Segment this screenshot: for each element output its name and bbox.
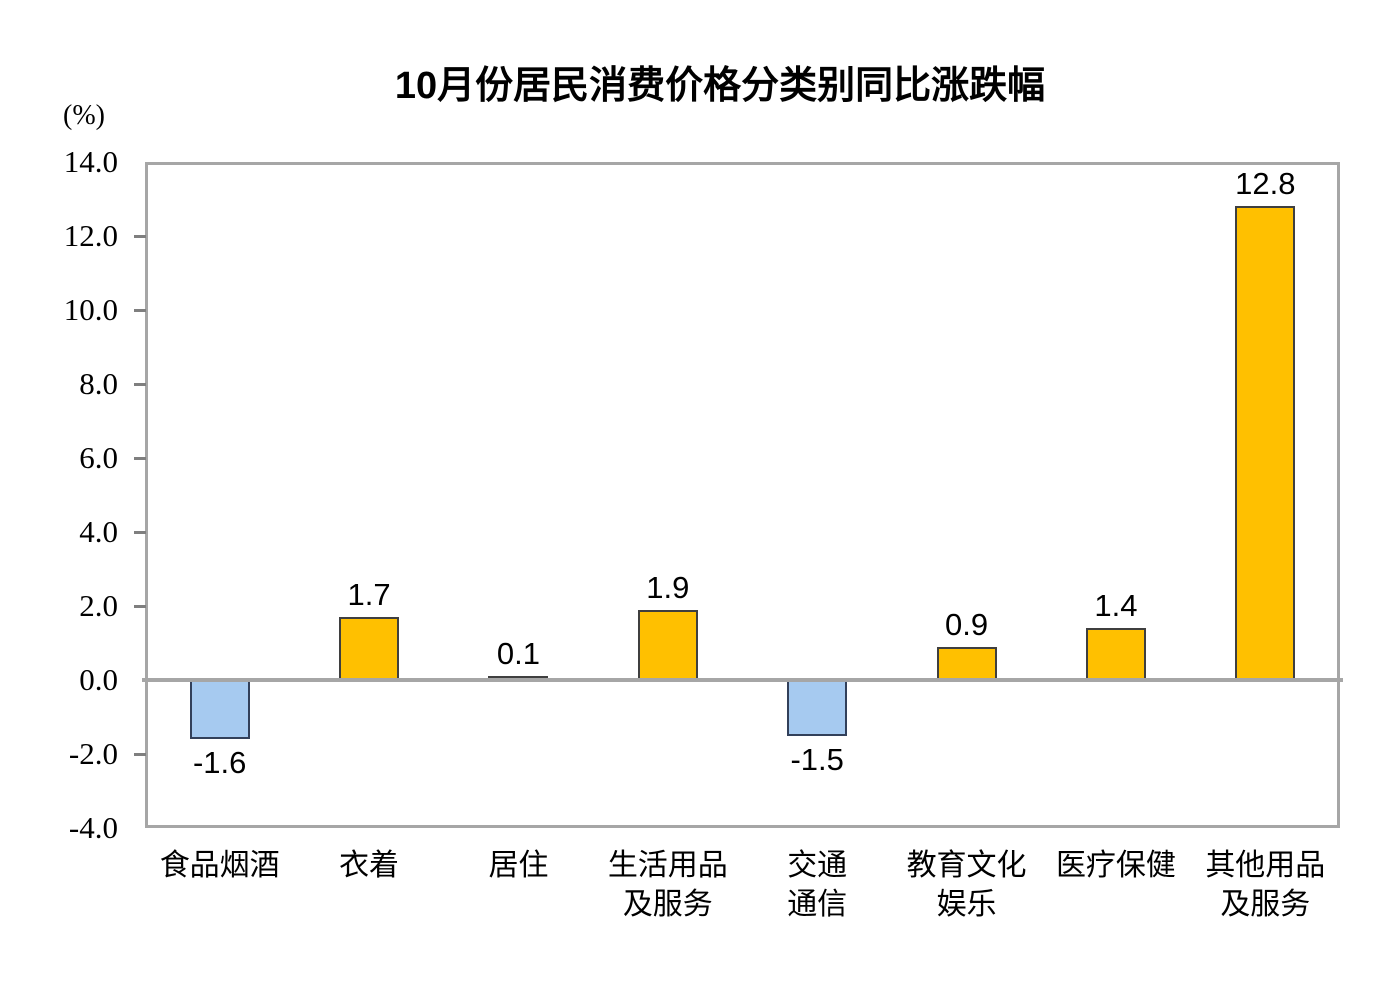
bar-6: [936, 646, 997, 680]
y-axis-tick-mark: [134, 531, 146, 534]
bar-value-label: -1.6: [192, 745, 247, 781]
y-axis-tick-label: 2.0: [79, 588, 118, 623]
y-axis-tick-mark: [134, 383, 146, 386]
bar-value-label: 1.9: [646, 569, 690, 605]
y-axis-tick-label: 6.0: [79, 440, 118, 475]
x-axis-category-label: 医疗保健: [1055, 849, 1176, 882]
bar-5: [787, 680, 848, 736]
y-axis-tick-mark: [134, 753, 146, 756]
bar-value-label: 1.4: [1094, 588, 1138, 624]
y-axis-tick-label: 14.0: [63, 144, 118, 179]
y-axis-tick-mark: [134, 605, 146, 608]
x-axis-category-label: 交通 通信: [787, 849, 848, 921]
bar-value-label: -1.5: [790, 741, 844, 777]
x-axis-category-label: 居住: [488, 849, 549, 882]
y-axis-tick-label: -4.0: [68, 810, 118, 845]
bar-value-label: 0.9: [945, 606, 989, 642]
y-axis-tick-mark: [134, 457, 146, 460]
zero-baseline: [142, 678, 1343, 682]
bar-value-label: 1.7: [347, 577, 391, 613]
bar-value-label: 0.1: [496, 636, 540, 672]
y-axis-tick-label: 12.0: [63, 218, 118, 253]
x-axis-category-label: 其他用品 及服务: [1205, 849, 1326, 921]
y-axis-tick-label: 4.0: [79, 514, 118, 549]
bar-value-label: 12.8: [1235, 166, 1296, 202]
y-axis-tick-label: 8.0: [79, 366, 118, 401]
x-axis-category-label: 衣着: [339, 849, 400, 882]
x-axis-category-label: 教育文化 娱乐: [906, 849, 1027, 921]
x-axis-category-label: 生活用品 及服务: [607, 849, 728, 921]
x-axis-category-label: 食品烟酒: [159, 849, 280, 882]
y-axis-tick-label: 10.0: [63, 292, 118, 327]
y-axis-tick-mark: [134, 309, 146, 312]
bar-7: [1085, 628, 1146, 680]
plot-frame: [145, 162, 1340, 828]
plot-area: -1.6 1.7 0.1 1.9 -1.5 0.9 1.4 12.8: [142, 162, 1343, 828]
y-axis-tick-mark: [134, 235, 146, 238]
bar-8: [1235, 206, 1296, 680]
bar-1: [189, 680, 250, 740]
y-axis-tick-label: 0.0: [79, 662, 118, 697]
chart-title: 10月份居民消费价格分类别同比涨跌幅: [394, 65, 1046, 107]
bar-2: [339, 617, 400, 680]
bar-4: [637, 609, 698, 680]
y-axis-tick-label: -2.0: [68, 736, 118, 771]
y-axis-unit-label: (%): [63, 100, 105, 131]
